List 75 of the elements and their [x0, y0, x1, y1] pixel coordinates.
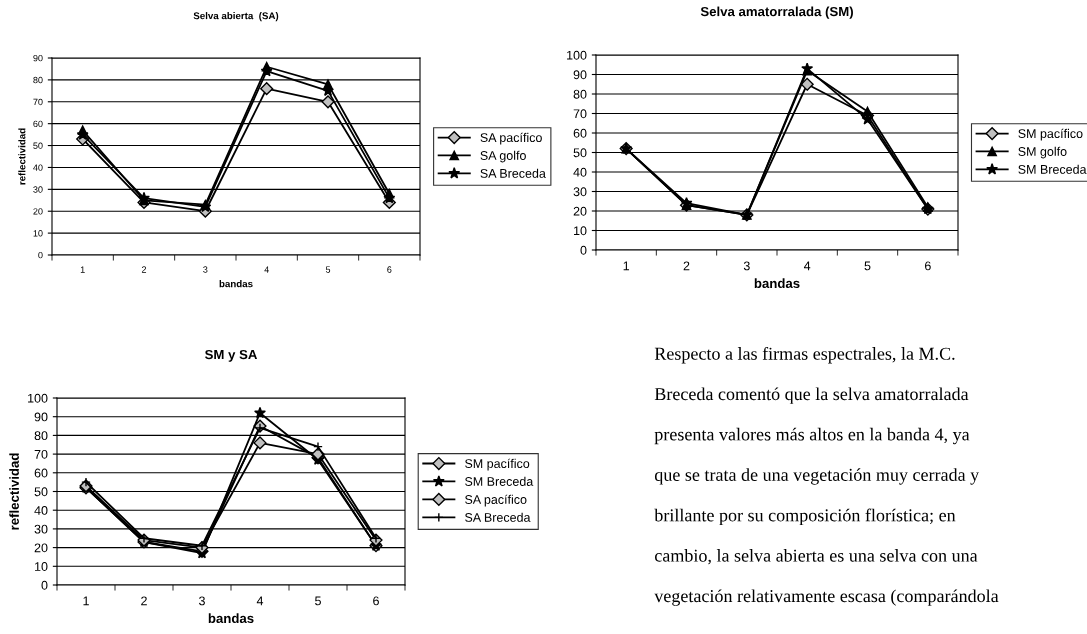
y-tick-label: 100 — [28, 393, 48, 403]
legend-label: SA Breceda — [480, 168, 546, 178]
legend-label: SM Breceda — [1018, 164, 1087, 174]
x-axis-title: bandas — [754, 278, 800, 289]
x-tick-label: 1 — [80, 266, 85, 273]
legend-label: SM golfo — [1018, 146, 1067, 159]
y-tick-label: 10 — [33, 230, 43, 237]
y-tick-label: 10 — [35, 562, 48, 571]
y-tick-label: 40 — [573, 167, 587, 177]
y-tick-label: 70 — [573, 109, 587, 119]
x-tick-label: 5 — [315, 596, 321, 606]
x-tick-label: 2 — [683, 261, 690, 271]
x-tick-label: 4 — [803, 261, 811, 271]
legend-label: SA pacífico — [480, 132, 542, 145]
y-tick-label: 0 — [580, 245, 587, 255]
y-tick-label: 50 — [34, 487, 48, 497]
legend-label: SA Breceda — [465, 512, 531, 522]
text: presenta valores más altos en la banda 4, ya — [654, 427, 970, 445]
y-tick-label: 60 — [34, 468, 48, 478]
text: vegetación relativamente escasa (comparándola — [654, 589, 999, 606]
y-tick-label: 90 — [573, 70, 587, 80]
y-tick-label: 0 — [41, 580, 48, 590]
y-tick-label: 30 — [573, 187, 587, 197]
y-tick-label: 80 — [34, 431, 48, 441]
x-tick-label: 1 — [623, 261, 630, 271]
y-tick-label: 60 — [33, 120, 43, 128]
y-tick-label: 30 — [34, 524, 48, 534]
y-tick-label: 100 — [567, 50, 587, 60]
text: cambio, la selva abierta es una selva con una — [654, 549, 978, 565]
y-tick-label: 0 — [38, 251, 43, 259]
x-tick-label: 1 — [83, 596, 89, 606]
text: Breceda comentó que la selva amatorralada — [654, 387, 969, 404]
x-tick-label: 3 — [199, 596, 205, 606]
x-tick-label: 2 — [141, 266, 147, 273]
chart-title: Selva abierta (SA) — [193, 12, 279, 22]
y-axis-title: reflectividad — [9, 453, 19, 530]
x-tick-label: 6 — [924, 261, 931, 271]
x-tick-label: 3 — [203, 266, 208, 273]
x-tick-label: 6 — [387, 266, 392, 273]
y-tick-label: 50 — [33, 142, 43, 149]
y-tick-label: 70 — [33, 98, 43, 106]
x-tick-label: 3 — [743, 261, 750, 271]
y-tick-label: 90 — [33, 54, 43, 62]
legend-label: SA golfo — [480, 150, 526, 163]
y-tick-label: 40 — [33, 164, 43, 171]
y-tick-label: 30 — [33, 186, 43, 193]
y-tick-label: 40 — [34, 506, 48, 515]
y-tick-label: 20 — [573, 206, 587, 216]
y-tick-label: 70 — [34, 449, 48, 459]
chart-title: SM y SA — [204, 349, 258, 362]
legend-label: SM pacífico — [465, 458, 530, 471]
chart-title: Selva amatorralada (SM) — [700, 6, 853, 19]
x-axis-title: bandas — [208, 613, 254, 624]
y-tick-label: 10 — [574, 226, 587, 236]
y-tick-label: 80 — [33, 76, 43, 84]
y-tick-label: 20 — [34, 543, 48, 553]
legend-label: SM Breceda — [465, 476, 534, 486]
y-tick-label: 50 — [573, 148, 587, 158]
y-tick-label: 60 — [573, 128, 587, 138]
y-tick-label: 90 — [34, 412, 48, 422]
x-tick-label: 4 — [256, 596, 264, 606]
legend-label: SM pacífico — [1018, 128, 1083, 141]
y-axis-title: reflectividad — [18, 128, 26, 185]
text: brillante por su composición florística; en — [654, 508, 956, 526]
y-tick-label: 80 — [573, 89, 587, 99]
text: Respecto a las firmas espectrales, la M.C. — [654, 346, 955, 364]
x-tick-label: 2 — [141, 596, 147, 606]
x-tick-label: 6 — [373, 596, 379, 606]
x-axis-title: bandas — [219, 280, 253, 288]
x-tick-label: 4 — [264, 266, 269, 273]
legend-label: SA pacífico — [465, 494, 527, 507]
y-tick-label: 20 — [33, 208, 43, 215]
text: que se trata de una vegetación muy cerrada y — [654, 468, 980, 485]
x-tick-label: 5 — [864, 261, 871, 271]
x-tick-label: 5 — [325, 266, 331, 273]
